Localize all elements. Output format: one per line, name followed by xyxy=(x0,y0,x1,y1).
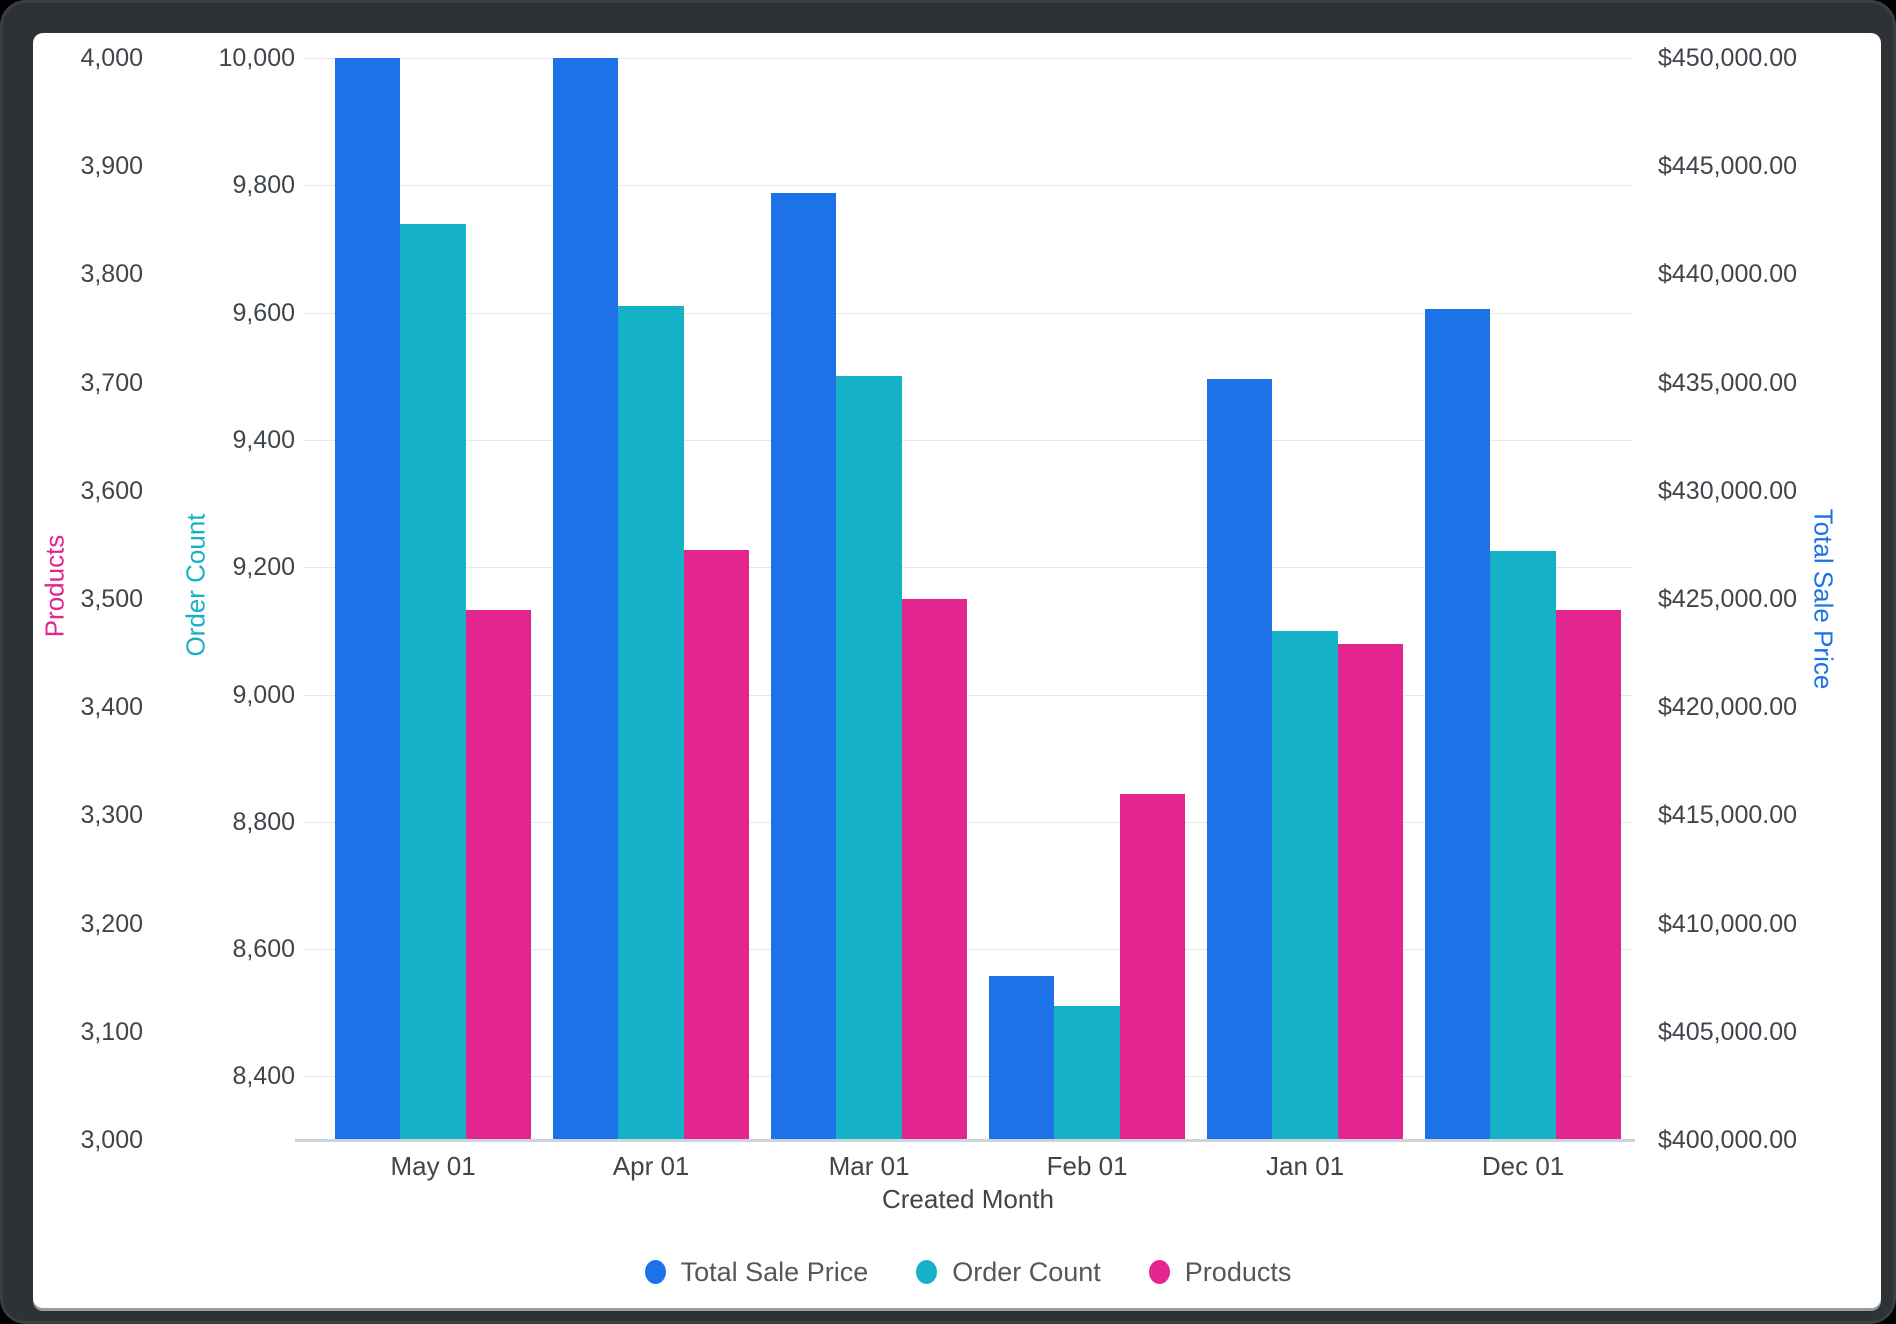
bar-products-dec-01[interactable] xyxy=(1555,609,1622,1140)
bar-products-apr-01[interactable] xyxy=(683,550,750,1140)
y-tick-label: 9,800 xyxy=(232,171,295,200)
legend: Total Sale Price Order Count Products xyxy=(303,1255,1633,1289)
y-tick-label: 9,400 xyxy=(232,425,295,454)
y-tick-label: 3,700 xyxy=(80,368,143,397)
bar-total-sale-price-may-01[interactable] xyxy=(335,58,401,1140)
y-tick-label: 8,400 xyxy=(232,1062,295,1091)
x-tick-label-apr-01: Apr 01 xyxy=(612,1151,690,1181)
legend-item-order-count[interactable]: Order Count xyxy=(916,1257,1101,1288)
y-tick-label: 8,800 xyxy=(232,807,295,836)
bar-products-mar-01[interactable] xyxy=(901,599,968,1140)
bar-total-sale-price-mar-01[interactable] xyxy=(771,193,837,1140)
y-tick-label: 3,800 xyxy=(80,260,143,289)
x-tick-label-feb-01: Feb 01 xyxy=(1046,1151,1128,1181)
gridline xyxy=(303,439,1633,441)
legend-item-products[interactable]: Products xyxy=(1148,1256,1292,1288)
gridline xyxy=(303,312,1633,314)
x-tick-label-jan-01: Jan 01 xyxy=(1266,1151,1345,1181)
y-tick-label: 9,200 xyxy=(232,553,295,582)
y-tick-label: 3,200 xyxy=(80,909,143,938)
bar-order-count-apr-01[interactable] xyxy=(618,306,684,1140)
y-tick-label: $405,000.00 xyxy=(1658,1017,1798,1046)
bar-products-may-01[interactable] xyxy=(465,609,532,1140)
gridline xyxy=(303,1076,1633,1078)
y-tick-label: 3,500 xyxy=(80,585,143,613)
y-tick-label: $435,000.00 xyxy=(1658,368,1798,397)
bar-order-count-mar-01[interactable] xyxy=(836,376,902,1140)
legend-dot-products xyxy=(1148,1260,1170,1284)
axis-title-products: Products xyxy=(39,534,70,638)
bar-total-sale-price-feb-01[interactable] xyxy=(989,975,1055,1140)
x-tick-label-mar-01: Mar 01 xyxy=(828,1151,910,1181)
x-tick-label-may-01: May 01 xyxy=(390,1151,476,1181)
gridline xyxy=(303,821,1633,823)
y-tick-label: 9,000 xyxy=(232,680,295,709)
bar-order-count-jan-01[interactable] xyxy=(1272,630,1338,1140)
y-tick-label: $410,000.00 xyxy=(1658,909,1798,938)
chart-card: 4,000 3,900 3,800 3,700 3,600 3,500 3,400 3,300… xyxy=(33,33,1881,1308)
y-tick-label: 10,000 xyxy=(218,44,295,72)
bar-order-count-dec-01[interactable] xyxy=(1490,551,1556,1140)
y-tick-label: $425,000.00 xyxy=(1658,585,1798,613)
bar-order-count-may-01[interactable] xyxy=(400,223,466,1140)
y-tick-label: 3,000 xyxy=(80,1126,143,1154)
y-tick-label: $400,000.00 xyxy=(1658,1126,1798,1154)
plot-area xyxy=(303,58,1633,1140)
gridline xyxy=(303,694,1633,696)
gridline xyxy=(303,185,1633,187)
y-tick-label: 9,600 xyxy=(232,298,295,327)
gridline xyxy=(303,567,1633,569)
legend-label: Order Count xyxy=(952,1256,1101,1287)
legend-label: Products xyxy=(1184,1256,1292,1287)
legend-dot-total-sale-price xyxy=(644,1260,666,1284)
gridline xyxy=(303,949,1633,951)
legend-dot-order-count xyxy=(916,1260,938,1284)
bar-total-sale-price-jan-01[interactable] xyxy=(1207,379,1273,1140)
legend-item-total-sale-price[interactable]: Total Sale Price xyxy=(644,1256,869,1288)
y-tick-label: 3,400 xyxy=(80,693,143,722)
x-axis-title: Created Month xyxy=(882,1184,1054,1214)
y-tick-label: 3,900 xyxy=(80,152,143,181)
y-tick-label: 8,600 xyxy=(232,935,295,964)
y-tick-label: $440,000.00 xyxy=(1658,260,1798,289)
x-tick-label-dec-01: Dec 01 xyxy=(1481,1151,1565,1181)
bar-total-sale-price-dec-01[interactable] xyxy=(1425,309,1491,1140)
y-tick-label: $445,000.00 xyxy=(1658,152,1798,181)
y-tick-label: 4,000 xyxy=(80,44,143,72)
y-tick-label: $420,000.00 xyxy=(1658,693,1798,722)
y-tick-label: 3,100 xyxy=(80,1017,143,1046)
y-tick-label: 3,600 xyxy=(80,476,143,505)
bar-products-jan-01[interactable] xyxy=(1337,644,1404,1140)
y-tick-label: $430,000.00 xyxy=(1658,476,1798,505)
gridline xyxy=(303,58,1633,59)
y-tick-label: $450,000.00 xyxy=(1658,44,1798,72)
axis-title-order-count: Order Count xyxy=(180,513,211,657)
y-tick-label: 3,300 xyxy=(80,801,143,830)
y-tick-label: $415,000.00 xyxy=(1658,801,1798,830)
legend-label: Total Sale Price xyxy=(680,1256,869,1287)
x-axis-line xyxy=(295,1139,1635,1142)
bar-total-sale-price-apr-01[interactable] xyxy=(553,58,619,1140)
axis-title-total-sale-price: Total Sale Price xyxy=(1808,508,1839,690)
bar-order-count-feb-01[interactable] xyxy=(1054,1006,1120,1140)
bar-products-feb-01[interactable] xyxy=(1119,793,1186,1140)
